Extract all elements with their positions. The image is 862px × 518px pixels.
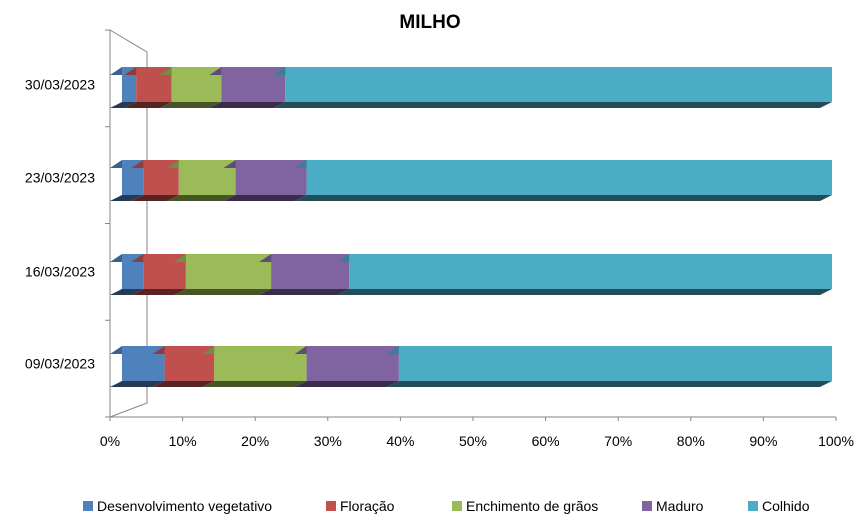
bar-bottom-face: [131, 289, 186, 295]
bar-front-face: [122, 160, 144, 195]
bar-front-face: [122, 254, 144, 289]
bar-segment: [202, 346, 307, 387]
bar-bottom-face: [202, 381, 307, 387]
bar-front-face: [398, 346, 832, 381]
bar-front-face: [349, 254, 832, 289]
bar-bottom-face: [386, 381, 832, 387]
bar-bottom-face: [209, 102, 286, 108]
legend-item: Enchimento de grãos: [452, 498, 598, 514]
bar-segment: [110, 160, 144, 201]
category-label: 30/03/2023: [25, 77, 95, 93]
bar-bottom-face: [173, 289, 272, 295]
bar-bottom-face: [110, 102, 137, 108]
bar-segment: [294, 346, 399, 387]
legend: Desenvolvimento vegetativo Floração Enchim…: [83, 498, 810, 514]
bar-bottom-face: [159, 102, 222, 108]
bar-front-face: [285, 67, 832, 102]
bar-segment: [259, 254, 350, 295]
bar-bottom-face: [166, 195, 236, 201]
legend-item: Colhido: [748, 498, 810, 514]
bar-segment: [337, 254, 832, 295]
category-label: 23/03/2023: [25, 170, 95, 186]
bar-segment: [110, 67, 137, 108]
category-label: 09/03/2023: [25, 356, 95, 372]
x-tick-label: 80%: [677, 433, 705, 449]
x-tick-label: 0%: [100, 433, 120, 449]
bar-front-face: [306, 160, 833, 195]
bar-front-face: [178, 160, 236, 195]
bar-bottom-face: [273, 102, 832, 108]
chart-title: MILHO: [399, 12, 460, 33]
legend-label: Colhido: [762, 498, 810, 514]
x-tick-label: 20%: [241, 433, 269, 449]
plot-area: 0% 10% 20% 30% 40% 50% 60% 70% 80% 90% 100% 09/03/2…: [25, 29, 854, 449]
bar-front-face: [235, 160, 307, 195]
bar-bottom-face: [337, 289, 832, 295]
x-tick-label: 100%: [818, 433, 854, 449]
x-tick-label: 50%: [459, 433, 487, 449]
bar-front-face: [122, 67, 137, 102]
legend-label: Desenvolvimento vegetativo: [97, 498, 272, 514]
bar-front-face: [306, 346, 399, 381]
legend-swatch: [83, 501, 93, 511]
bar-segment: [273, 67, 832, 108]
bar-bottom-face: [223, 195, 307, 201]
bar-bottom-face: [110, 381, 165, 387]
bar-segment: [110, 254, 144, 295]
bar-bottom-face: [110, 289, 144, 295]
x-tick-label: 30%: [314, 433, 342, 449]
x-tick-label: 90%: [749, 433, 777, 449]
bar-bottom-face: [294, 381, 399, 387]
legend-swatch: [642, 501, 652, 511]
bar-front-face: [221, 67, 286, 102]
x-tick-label: 70%: [604, 433, 632, 449]
bar-front-face: [271, 254, 350, 289]
legend-swatch: [452, 501, 462, 511]
bar-bottom-face: [152, 381, 215, 387]
legend-label: Floração: [340, 498, 395, 514]
x-tick-label: 10%: [169, 433, 197, 449]
legend-item: Desenvolvimento vegetativo: [83, 498, 272, 514]
legend-label: Enchimento de grãos: [466, 498, 598, 514]
x-tick-label: 40%: [386, 433, 414, 449]
legend-swatch: [748, 501, 758, 511]
legend-swatch: [326, 501, 336, 511]
legend-label: Maduro: [656, 498, 704, 514]
bar-segment: [223, 160, 307, 201]
bar-front-face: [214, 346, 307, 381]
bar-segment: [386, 346, 832, 387]
bar-segment: [166, 160, 236, 201]
bar-segment: [131, 254, 186, 295]
bar-segment: [159, 67, 222, 108]
bar-segment: [173, 254, 272, 295]
bar-bottom-face: [110, 195, 144, 201]
bar-bottom-face: [124, 102, 172, 108]
back-wall: [109, 29, 148, 418]
x-tick-label: 60%: [532, 433, 560, 449]
legend-item: Maduro: [642, 498, 704, 514]
bar-bottom-face: [259, 289, 350, 295]
bar-segment: [294, 160, 833, 201]
bar-bottom-face: [294, 195, 833, 201]
bar-segment: [209, 67, 286, 108]
bar-segment: [152, 346, 215, 387]
category-label: 16/03/2023: [25, 264, 95, 280]
legend-item: Floração: [326, 498, 395, 514]
bar-front-face: [185, 254, 272, 289]
bar-bottom-face: [131, 195, 179, 201]
